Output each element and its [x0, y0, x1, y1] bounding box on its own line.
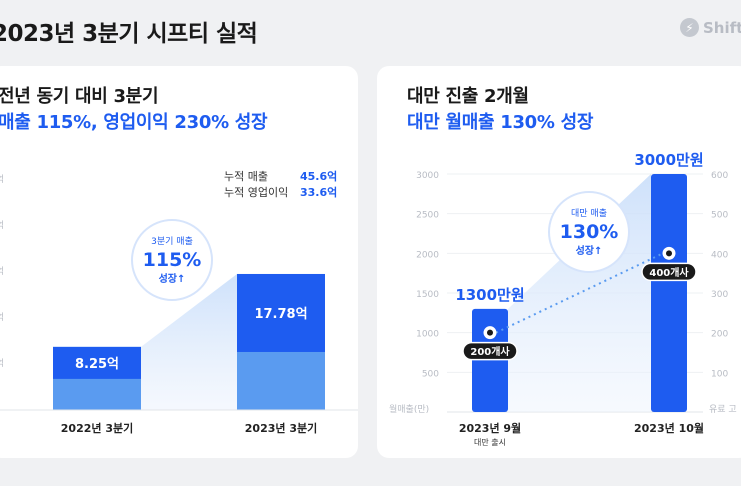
revenue-bar [651, 174, 687, 412]
y-tick-label: 3000 [416, 171, 439, 181]
x-tick-label: 2023년 3분기 [245, 421, 317, 435]
bubble-percent: 115% [143, 249, 202, 271]
customer-point-dot [666, 250, 672, 257]
bar-value-label: 1300만원 [455, 286, 524, 304]
y-tick-label: 0억 [0, 357, 4, 369]
x-tick-label: 2023년 10월 [634, 421, 704, 435]
card-taiwan-expansion: 대만 진출 2개월 대만 월매출 130% 성장 500 100 1000 200 15… [377, 66, 741, 458]
customer-trend-line [495, 252, 664, 334]
cumulative-profit-value: 33.6억 [300, 186, 337, 199]
customer-count-badge [641, 262, 697, 282]
card2-title: 대만 진출 2개월 [407, 86, 529, 107]
customer-count-label: 200개사 [470, 345, 510, 358]
y-tick-label: 0억 [0, 173, 4, 185]
y2-tick-label: 500 [711, 211, 728, 221]
bar-value-label: 8.25억 [75, 357, 119, 372]
lightning-bolt-icon: ⚡ [680, 18, 699, 37]
customer-count-badge [462, 341, 518, 361]
card1-title: 전년 동기 대비 3분기 [0, 86, 159, 107]
card-quarterly-growth: 전년 동기 대비 3분기 매출 115%, 영업이익 230% 성장 0억0억0… [0, 66, 358, 458]
bar-value-label: 17.78억 [254, 307, 307, 322]
bubble-caption: 대만 매출 [571, 208, 607, 219]
y-tick-label: 0억 [0, 219, 4, 231]
y-tick-label: 1500 [416, 290, 439, 300]
bar-value-label: 3000만원 [634, 151, 703, 169]
x-tick-label: 2023년 9월 [459, 421, 521, 435]
page-title: 2023년 3분기 시프티 실적 [0, 21, 258, 47]
growth-area [141, 273, 237, 410]
y2-tick-label: 200 [711, 330, 728, 340]
x-tick-label: 2022년 3분기 [61, 421, 133, 435]
y2-tick-label: 400 [711, 250, 728, 260]
y-tick-label: 500 [422, 369, 439, 379]
cumulative-revenue-label: 누적 매출 [224, 170, 268, 183]
y2-tick-label: 600 [711, 171, 728, 181]
growth-bubble: 3분기 매출 115% 성장↑ [131, 219, 213, 301]
card2-subtitle: 대만 월매출 130% 성장 [407, 112, 594, 133]
bubble-growth: 성장↑ [159, 272, 186, 285]
customer-point-dot [487, 329, 493, 336]
brand-name: Shift [703, 18, 741, 37]
cumulative-revenue-value: 45.6억 [300, 170, 337, 183]
y-tick-label: 1000 [416, 330, 439, 340]
bubble-growth: 성장↑ [576, 244, 603, 257]
growth-bubble: 대만 매출 130% 성장↑ [548, 191, 630, 273]
customer-count-label: 400개사 [649, 266, 689, 279]
bubble-caption: 3분기 매출 [151, 236, 193, 247]
quarterly-revenue-chart: 0억 0억 0억 0억 0억 8.25억 17.78억 누적 매출 45.6억 누적 영업… [0, 170, 358, 435]
card1-subtitle: 매출 115%, 영업이익 230% 성장 [0, 112, 268, 133]
bar-highlight [237, 273, 325, 352]
y-tick-label: 0억 [0, 311, 4, 323]
y-tick-label: 0억 [0, 265, 4, 277]
bubble-percent: 130% [560, 221, 619, 243]
y-tick-label: 2000 [416, 250, 439, 260]
brand-logo: ⚡ Shift [680, 18, 741, 37]
taiwan-revenue-chart: 500 100 1000 200 1500 300 2000 400 2500 500 3000 60… [389, 151, 737, 447]
bar-highlight [53, 346, 141, 379]
x-tick-note: 대만 출시 [474, 437, 506, 447]
revenue-bar [472, 308, 508, 412]
y-axis-title: 월매출(만) [389, 403, 429, 415]
y2-tick-label: 100 [711, 369, 728, 379]
y2-axis-title: 유료 고 [709, 404, 737, 415]
cumulative-profit-label: 누적 영업이익 [224, 186, 288, 199]
y2-tick-label: 300 [711, 290, 728, 300]
y-tick-label: 2500 [416, 211, 439, 221]
